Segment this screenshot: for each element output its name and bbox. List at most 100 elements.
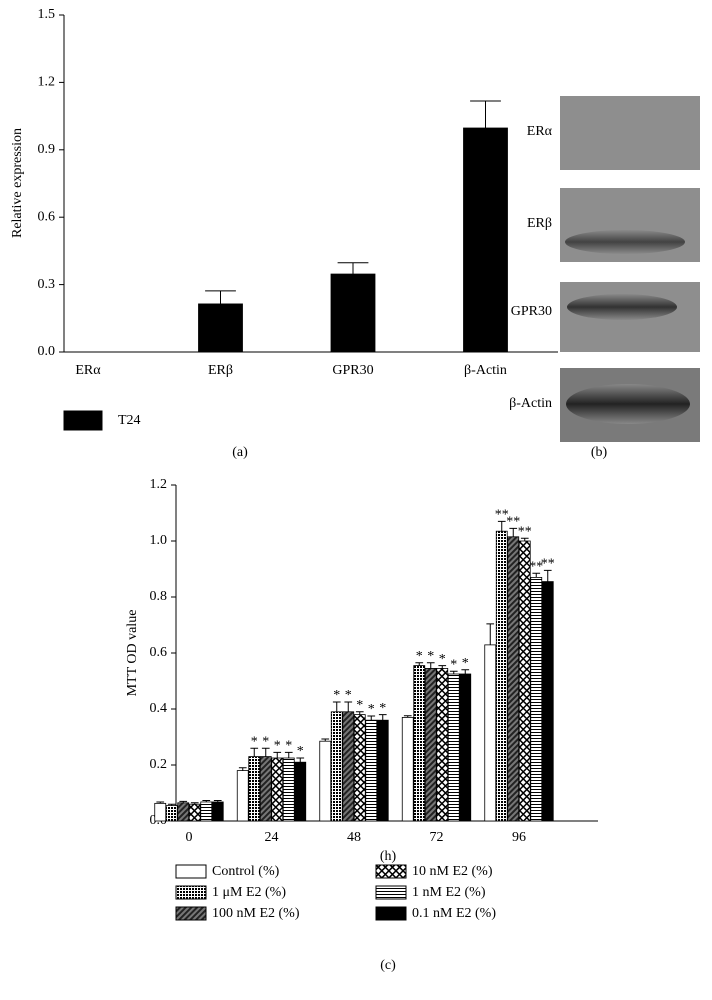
significance-mark: * — [462, 656, 469, 671]
bar — [447, 673, 460, 822]
blot-lane — [560, 96, 700, 170]
legend-swatch — [175, 885, 207, 900]
error-bar — [486, 623, 495, 645]
x-axis-label: (h) — [380, 849, 397, 864]
error-bar — [415, 662, 424, 666]
blot-band — [565, 230, 685, 254]
error-bar — [344, 701, 353, 712]
legend-label: 10 nM E2 (%) — [412, 864, 493, 879]
legend-label: T24 — [118, 413, 141, 428]
bar — [424, 668, 437, 822]
x-tick-label: 96 — [512, 830, 526, 845]
bar — [484, 644, 497, 822]
legend-swatch — [375, 906, 407, 921]
blot-label: ERα — [527, 124, 553, 139]
significance-mark: ** — [495, 508, 509, 523]
significance-mark: * — [345, 688, 352, 703]
error-bar — [190, 802, 199, 805]
error-bar — [332, 701, 341, 712]
significance-mark: * — [356, 698, 363, 713]
bar — [459, 673, 472, 822]
significance-mark: ** — [529, 559, 543, 574]
bar — [530, 577, 543, 822]
error-bar — [532, 572, 541, 578]
error-bar — [296, 757, 305, 763]
significance-mark: * — [274, 739, 281, 754]
significance-mark: ** — [541, 557, 555, 572]
x-tick-label: ERβ — [208, 363, 233, 378]
x-tick-label: 0 — [186, 830, 193, 845]
bar — [177, 802, 190, 822]
y-tick-label: 0.2 — [150, 757, 168, 772]
error-bar — [378, 714, 387, 721]
bar — [330, 273, 376, 353]
error-bar — [509, 527, 518, 537]
bar — [248, 756, 261, 822]
x-tick-label: 24 — [265, 830, 279, 845]
y-tick-label: 1.2 — [38, 75, 56, 90]
bar — [330, 711, 343, 822]
y-tick-label: 0.6 — [38, 209, 56, 224]
bar — [507, 536, 520, 822]
legend-label: 100 nM E2 (%) — [212, 906, 300, 921]
legend-label: 0.1 nM E2 (%) — [412, 906, 496, 921]
y-tick-label: 0.8 — [150, 589, 168, 604]
caption: (b) — [591, 445, 608, 460]
bar — [154, 802, 167, 822]
bar — [236, 770, 249, 822]
bar — [376, 719, 389, 822]
blot-panel: ERα ERβ GPR30 β-Actin (b) — [509, 96, 700, 460]
caption: (c) — [380, 958, 396, 973]
significance-mark: ** — [506, 515, 520, 530]
significance-mark: ** — [518, 524, 532, 539]
bar — [365, 719, 378, 822]
bar — [200, 801, 213, 822]
error-bar — [273, 751, 282, 758]
bar — [541, 581, 554, 822]
y-axis-label: Relative expression — [10, 128, 25, 238]
y-tick-label: 1.0 — [150, 533, 168, 548]
bar — [188, 803, 201, 822]
bar — [463, 127, 508, 353]
x-tick-label: 72 — [430, 830, 444, 845]
bar — [413, 665, 426, 822]
error-bar — [167, 803, 176, 806]
bar — [282, 757, 295, 822]
blot-band — [566, 384, 690, 424]
legend-label: Control (%) — [212, 864, 280, 879]
legend-swatch — [175, 864, 207, 879]
bar — [259, 756, 272, 822]
bar — [294, 761, 307, 822]
y-tick-label: 1.5 — [38, 7, 56, 22]
legend-swatch — [375, 864, 407, 879]
significance-mark: * — [416, 649, 423, 664]
error-bar — [543, 569, 552, 582]
error-bar — [403, 715, 412, 718]
blot-label: ERβ — [527, 216, 552, 231]
error-bar — [250, 747, 259, 757]
blot-label: β-Actin — [509, 396, 552, 411]
error-bar — [449, 670, 458, 674]
bar — [165, 805, 178, 822]
x-tick-label: ERα — [75, 363, 101, 378]
y-tick-label: 1.2 — [150, 477, 168, 492]
significance-mark: * — [427, 649, 434, 664]
legend-swatch — [63, 410, 103, 431]
significance-mark: * — [368, 702, 375, 717]
error-bar — [461, 669, 470, 674]
bar — [319, 740, 332, 822]
error-bar — [367, 715, 376, 721]
y-tick-label: 0.6 — [150, 645, 168, 660]
error-bar — [179, 800, 188, 803]
blot-label: GPR30 — [511, 304, 552, 319]
error-bar — [284, 751, 293, 758]
y-tick-label: 0.9 — [38, 142, 56, 157]
significance-mark: * — [450, 657, 457, 672]
error-bar — [438, 665, 447, 669]
bar — [401, 717, 414, 822]
error-bar — [205, 290, 236, 304]
error-bar — [497, 520, 506, 532]
error-bar — [520, 537, 529, 541]
y-tick-label: 0.4 — [150, 701, 168, 716]
